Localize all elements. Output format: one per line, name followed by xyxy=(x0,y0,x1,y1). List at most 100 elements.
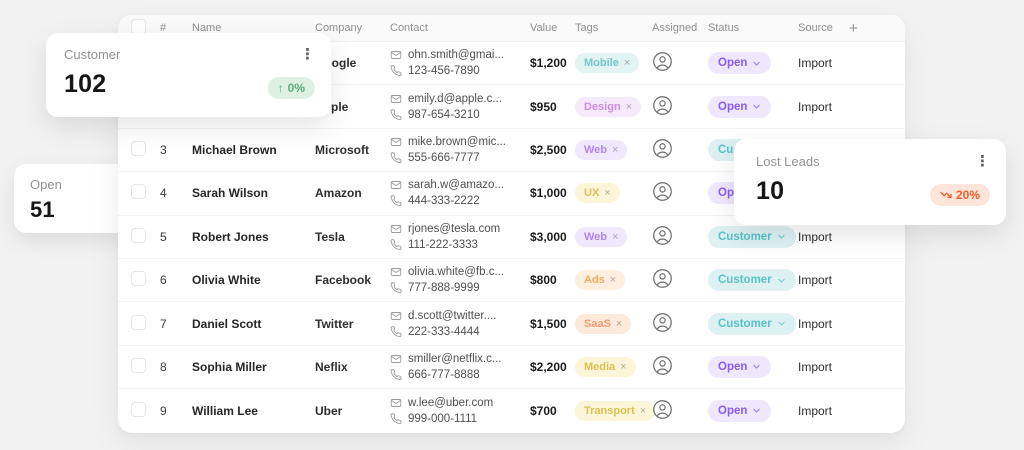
column-header-assigned[interactable]: Assigned xyxy=(652,22,698,34)
row-checkbox[interactable] xyxy=(131,140,146,156)
tag-pill[interactable]: Design × xyxy=(575,96,642,117)
trend-badge: 20% xyxy=(929,184,990,206)
tag-pill[interactable]: SaaS × xyxy=(575,313,632,334)
row-phone: 123-456-7890 xyxy=(408,65,480,78)
row-name: William Lee xyxy=(192,403,258,418)
kebab-menu-icon[interactable]: ⋮ xyxy=(975,153,990,170)
column-header-value[interactable]: Value xyxy=(530,22,558,34)
row-contact: rjones@tesla.com 111-222-3333 xyxy=(390,221,530,253)
status-dropdown[interactable]: Open xyxy=(708,355,772,378)
row-name: Michael Brown xyxy=(192,142,277,157)
email-icon xyxy=(390,179,402,191)
tag-pill[interactable]: Media × xyxy=(575,356,636,377)
row-phone: 777-888-9999 xyxy=(408,282,480,295)
row-contact: smiller@netflix.c... 666-777-8888 xyxy=(390,351,530,383)
row-contact: ohn.smith@gmai... 123-456-7890 xyxy=(390,47,530,79)
column-header-name[interactable]: Name xyxy=(192,22,222,34)
email-icon xyxy=(390,93,402,105)
assignee-avatar-icon[interactable] xyxy=(652,268,673,289)
row-company: Twitter xyxy=(315,316,354,331)
row-checkbox[interactable] xyxy=(131,184,146,200)
column-header-contact[interactable]: Contact xyxy=(390,22,428,34)
tag-pill[interactable]: Web × xyxy=(575,226,628,247)
stat-card-value: 102 xyxy=(64,70,107,98)
column-header-tags[interactable]: Tags xyxy=(575,22,599,34)
row-checkbox[interactable] xyxy=(131,401,146,417)
tag-remove-icon[interactable]: × xyxy=(623,57,631,70)
tag-remove-icon[interactable]: × xyxy=(639,404,647,417)
add-column-button[interactable]: + xyxy=(849,19,858,37)
row-company: Tesla xyxy=(315,229,345,244)
column-header-source[interactable]: Source xyxy=(798,22,833,34)
column-header-company[interactable]: Company xyxy=(315,22,363,34)
column-header-num[interactable]: # xyxy=(160,22,167,34)
select-all-checkbox[interactable] xyxy=(131,19,146,34)
row-email: sarah.w@amazo... xyxy=(408,179,505,192)
email-icon xyxy=(390,136,402,148)
tag-pill[interactable]: Ads × xyxy=(575,270,626,291)
tag-pill[interactable]: Web × xyxy=(575,139,628,160)
row-company: Amazon xyxy=(315,186,362,201)
trend-value: 20% xyxy=(955,188,980,202)
row-email: mike.brown@mic... xyxy=(408,135,506,148)
assignee-avatar-icon[interactable] xyxy=(652,51,673,72)
row-phone: 999-000-1111 xyxy=(408,412,478,425)
row-company: Microsoft xyxy=(315,142,369,157)
row-email: smiller@netflix.c... xyxy=(408,352,502,365)
status-dropdown[interactable]: Customer xyxy=(708,269,796,292)
assignee-avatar-icon[interactable] xyxy=(652,399,673,420)
tag-remove-icon[interactable]: × xyxy=(612,230,619,243)
chevron-down-icon xyxy=(752,59,761,68)
tag-pill[interactable]: Mobile × xyxy=(575,53,640,74)
row-contact: d.scott@twitter.... 222-333-4444 xyxy=(390,308,530,340)
phone-icon xyxy=(390,369,402,381)
status-dropdown[interactable]: Open xyxy=(708,95,772,118)
chevron-down-icon xyxy=(752,406,761,415)
row-source: Import xyxy=(798,99,833,114)
row-checkbox[interactable] xyxy=(131,227,146,243)
phone-icon xyxy=(390,413,402,425)
row-email: rjones@tesla.com xyxy=(408,222,501,235)
row-checkbox[interactable] xyxy=(131,357,146,373)
row-contact: olivia.white@fb.c... 777-888-9999 xyxy=(390,264,530,296)
row-checkbox[interactable] xyxy=(131,314,146,330)
tag-remove-icon[interactable]: × xyxy=(620,360,627,373)
tag-remove-icon[interactable]: × xyxy=(625,100,633,113)
assignee-avatar-icon[interactable] xyxy=(652,312,673,333)
status-dropdown[interactable]: Open xyxy=(708,399,772,422)
chevron-down-icon xyxy=(777,319,786,328)
status-dropdown[interactable]: Open xyxy=(708,52,772,75)
column-header-status[interactable]: Status xyxy=(708,22,740,34)
assignee-avatar-icon[interactable] xyxy=(652,355,673,376)
row-source: Import xyxy=(798,359,833,374)
row-checkbox[interactable] xyxy=(131,271,146,287)
row-company: Uber xyxy=(315,403,343,418)
kebab-menu-icon[interactable]: ⋮ xyxy=(300,46,315,63)
tag-pill[interactable]: Transport × xyxy=(575,400,656,421)
tag-remove-icon[interactable]: × xyxy=(612,143,619,156)
assignee-avatar-icon[interactable] xyxy=(652,225,673,246)
row-email: d.scott@twitter.... xyxy=(408,309,497,322)
status-dropdown[interactable]: Customer xyxy=(708,312,796,335)
status-dropdown[interactable]: Customer xyxy=(708,225,796,248)
email-icon xyxy=(390,223,402,235)
row-email: olivia.white@fb.c... xyxy=(408,266,505,279)
email-icon xyxy=(390,49,402,61)
trend-up-icon: ↑ xyxy=(277,81,284,95)
row-source: Import xyxy=(798,403,833,418)
assignee-avatar-icon[interactable] xyxy=(652,138,673,159)
row-phone: 666-777-8888 xyxy=(408,368,480,381)
assignee-avatar-icon[interactable] xyxy=(652,95,673,116)
row-value: $2,500 xyxy=(530,142,567,157)
row-contact: emily.d@apple.c... 987-654-3210 xyxy=(390,91,530,123)
assignee-avatar-icon[interactable] xyxy=(652,181,673,202)
tag-remove-icon[interactable]: × xyxy=(604,187,611,200)
row-email: emily.d@apple.c... xyxy=(408,92,502,105)
row-number: 4 xyxy=(160,186,167,201)
tag-remove-icon[interactable]: × xyxy=(609,274,617,287)
row-contact: sarah.w@amazo... 444-333-2222 xyxy=(390,177,530,209)
row-value: $950 xyxy=(530,99,557,114)
tag-pill[interactable]: UX × xyxy=(575,183,620,204)
tag-remove-icon[interactable]: × xyxy=(615,317,623,330)
chevron-down-icon xyxy=(752,102,761,111)
